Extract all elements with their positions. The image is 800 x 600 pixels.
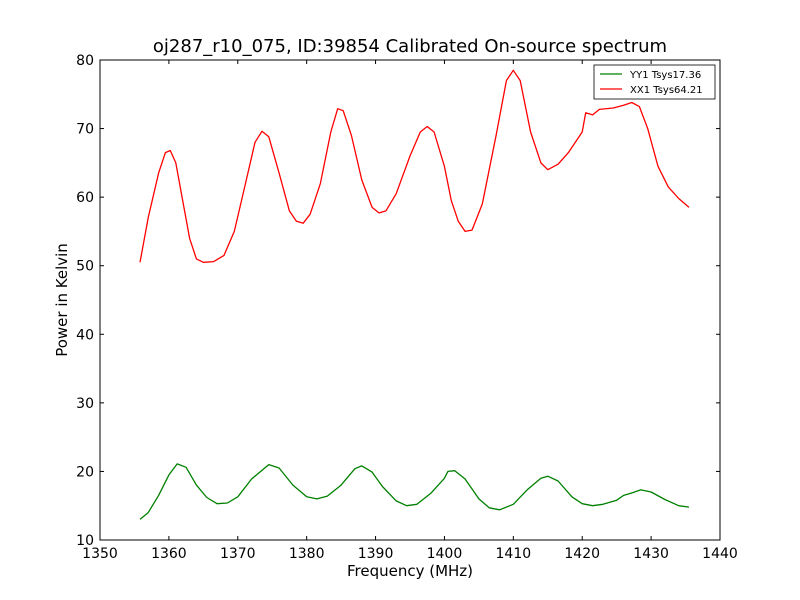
x-tick-label: 1400	[427, 546, 463, 562]
x-tick-label: 1420	[564, 546, 600, 562]
y-tick-label: 70	[76, 122, 94, 138]
x-tick-label: 1390	[358, 546, 394, 562]
x-tick-label: 1440	[702, 546, 738, 562]
y-tick-label: 50	[76, 259, 94, 275]
x-tick-label: 1410	[496, 546, 532, 562]
legend: YY1 Tsys17.36 XX1 Tsys64.21	[593, 64, 716, 100]
plot-area: 1350 1360 1370 1380 1390 1400 1410 1420 1430 1440…	[76, 53, 738, 562]
legend-label-1: YY1 Tsys17.36	[629, 70, 701, 81]
series-line-1	[139, 463, 690, 520]
y-axis-label: Power in Kelvin	[53, 243, 71, 357]
plot-frame	[99, 59, 721, 541]
y-tick-label: 30	[76, 396, 94, 412]
y-tick-label: 60	[76, 190, 94, 206]
x-tick-label: 1380	[289, 546, 325, 562]
x-tick-label: 1350	[82, 546, 118, 562]
y-tick-label: 80	[76, 53, 94, 69]
y-tick-label: 10	[76, 533, 94, 549]
x-tick-label: 1430	[633, 546, 669, 562]
y-tick-label: 20	[76, 464, 94, 480]
legend-box	[593, 64, 716, 100]
chart-title: oj287_r10_075, ID:39854 Calibrated On-so…	[153, 36, 667, 57]
x-tick-label: 1370	[220, 546, 256, 562]
x-axis-label: Frequency (MHz)	[347, 562, 473, 580]
y-tick-label: 40	[76, 327, 94, 343]
x-tick-label: 1360	[151, 546, 187, 562]
series-line-2	[139, 69, 690, 263]
legend-label-2: XX1 Tsys64.21	[630, 85, 703, 96]
